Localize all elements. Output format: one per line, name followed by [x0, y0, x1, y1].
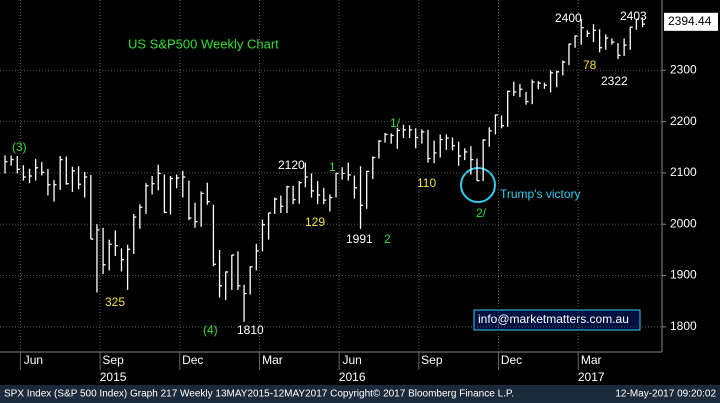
x-tick-label: Dec: [182, 353, 203, 367]
x-tick-label: Sep: [102, 353, 124, 367]
annotation: 2/: [476, 206, 487, 220]
annotation: 325: [105, 295, 125, 309]
annotation: 1991: [346, 232, 373, 246]
footer-bar: [0, 385, 720, 403]
annotation: (3): [12, 140, 27, 154]
annotation: 1/: [390, 116, 401, 130]
highlight-circle: [460, 167, 496, 203]
annotation: Trump's victory: [500, 187, 581, 201]
annotation: 1: [329, 160, 336, 174]
annotation: (4): [203, 323, 218, 337]
x-year-label: 2015: [100, 370, 127, 384]
x-year-label: 2016: [339, 370, 366, 384]
x-tick-label: Mar: [581, 353, 602, 367]
x-tick-label: Mar: [262, 353, 283, 367]
annotation: 78: [583, 58, 597, 72]
annotation: 1810: [237, 323, 264, 337]
footer-left: SPX Index (S&P 500 Index) Graph 217 Week…: [4, 389, 514, 400]
annotation: 129: [305, 215, 325, 229]
annotation: 110: [417, 176, 436, 190]
footer-right: 12-May-2017 09:20:02: [615, 389, 716, 400]
x-tick-label: Jun: [342, 353, 361, 367]
x-tick-label: Sep: [421, 353, 443, 367]
y-tick-label: 2300: [670, 62, 697, 76]
contact: info@marketmatters.com.au: [478, 312, 629, 326]
y-tick-label: 2200: [670, 114, 697, 128]
y-tick-label: 2000: [670, 216, 697, 230]
last-price-box: [664, 12, 718, 31]
y-tick-label: 1900: [670, 268, 697, 282]
x-year-label: 2017: [578, 370, 605, 384]
x-tick-label: Dec: [501, 353, 522, 367]
annotation: 2400: [555, 11, 582, 25]
contact-box: [473, 309, 641, 331]
annotation: 2403: [620, 9, 647, 23]
annotation: 2322: [601, 74, 628, 88]
annotation: 2120: [278, 158, 305, 172]
last-price-label: 2394.44: [668, 14, 712, 28]
y-tick-label: 1800: [670, 319, 697, 333]
chart-title: US S&P500 Weekly Chart: [128, 36, 279, 51]
y-tick-label: 2100: [670, 165, 697, 179]
x-tick-label: Jun: [24, 353, 43, 367]
annotation: 2: [384, 232, 391, 246]
